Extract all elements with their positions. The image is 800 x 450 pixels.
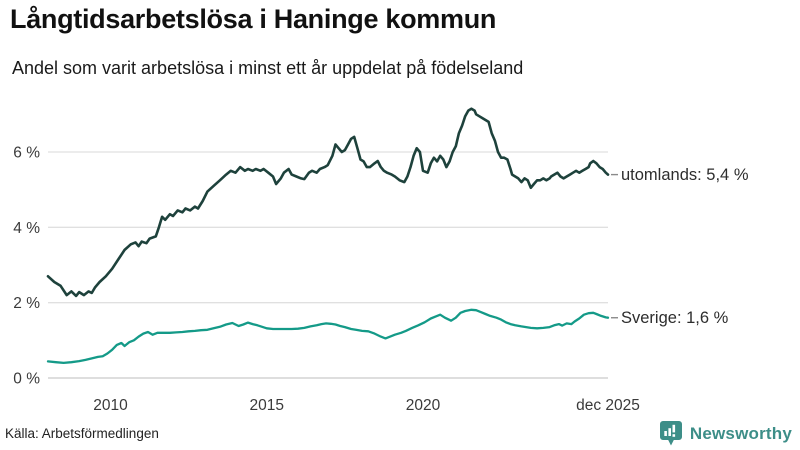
page-title: Långtidsarbetslösa i Haninge kommun: [10, 4, 497, 34]
x-axis-tick-labels: 2010 2015 2020 dec 2025: [93, 397, 640, 414]
x-tick-label: 2015: [250, 397, 284, 414]
source-note: Källa: Arbetsförmedlingen: [5, 426, 159, 441]
x-tick-label: 2010: [93, 397, 128, 414]
series-label-sverige: Sverige: 1,6 %: [621, 308, 729, 327]
series-line-sverige: [46, 308, 610, 365]
gridlines: [48, 151, 608, 379]
y-tick-label: 0 %: [13, 371, 40, 388]
y-tick-label: 4 %: [13, 220, 40, 237]
page-subtitle: Andel som varit arbetslösa i minst ett å…: [12, 58, 524, 78]
y-tick-label: 6 %: [13, 145, 40, 162]
newsworthy-brand-name: Newsworthy: [689, 423, 792, 443]
y-axis-tick-labels: 0 % 2 % 4 % 6 %: [13, 145, 40, 388]
newsworthy-logo-icon: [659, 421, 682, 446]
x-tick-label: dec 2025: [576, 397, 640, 414]
x-tick-label: 2020: [406, 397, 441, 414]
newsworthy-brand: Newsworthy: [659, 420, 792, 447]
series-line-utomlands: [46, 107, 610, 298]
data-series-lines: [46, 107, 610, 365]
label-leader-dashes: [611, 173, 618, 319]
series-label-utomlands: utomlands: 5,4 %: [621, 165, 749, 184]
y-tick-label: 2 %: [13, 295, 40, 312]
